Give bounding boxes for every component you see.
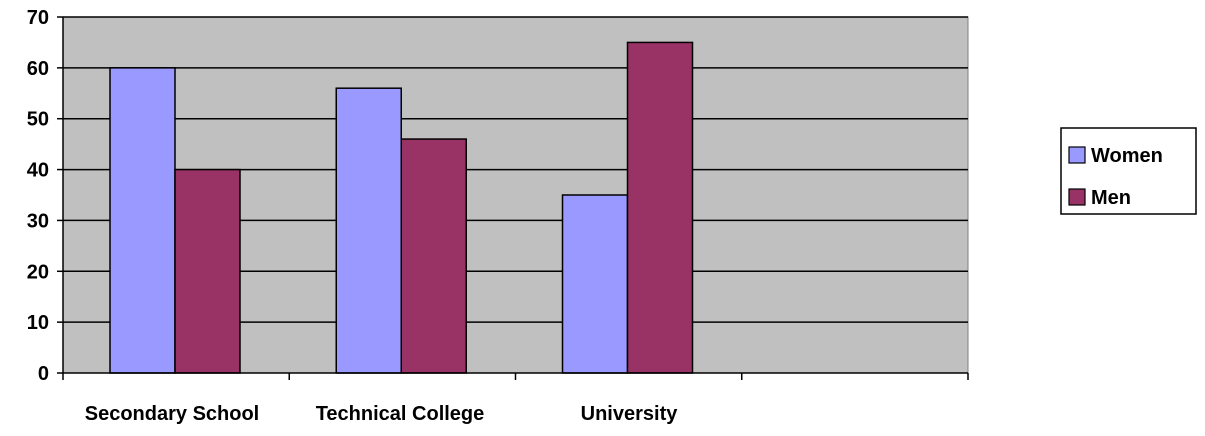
y-axis-tick-labels: 0 10 20 30 40 50 60 70 [27, 7, 49, 385]
legend-swatch-men [1068, 188, 1086, 206]
bar-men-technical-college [400, 138, 467, 374]
y-tick-label: 60 [27, 58, 49, 80]
y-tick-label: 0 [38, 363, 49, 385]
bars [109, 41, 694, 374]
bar-women-university [561, 194, 629, 374]
bar-women-technical-college [335, 87, 402, 374]
y-tick-label: 50 [27, 109, 49, 131]
y-tick-label: 20 [27, 261, 49, 283]
y-tick-label: 30 [27, 210, 49, 232]
x-axis-tick-labels: Secondary School Technical College Univers… [85, 403, 678, 425]
bar-men-university [626, 41, 694, 374]
y-tick-label: 70 [27, 7, 49, 29]
x-tick-label: Technical College [316, 403, 485, 425]
bar-men-secondary-school [174, 168, 241, 374]
x-tick-label: Secondary School [85, 403, 260, 425]
y-tick-label: 40 [27, 160, 49, 182]
axes [57, 16, 969, 380]
legend-swatch-women [1068, 146, 1086, 164]
legend-label-women: Women [1091, 145, 1163, 167]
bar-women-secondary-school [109, 67, 176, 374]
x-tick-label: University [581, 403, 679, 425]
legend: Women Men [1060, 127, 1197, 215]
y-tick-label: 10 [27, 312, 49, 334]
legend-label-men: Men [1091, 187, 1131, 209]
